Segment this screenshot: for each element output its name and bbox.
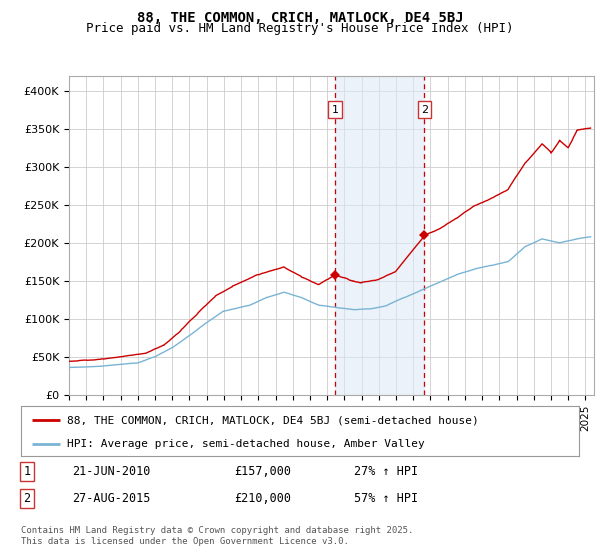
Text: Price paid vs. HM Land Registry's House Price Index (HPI): Price paid vs. HM Land Registry's House … bbox=[86, 22, 514, 35]
Text: HPI: Average price, semi-detached house, Amber Valley: HPI: Average price, semi-detached house,… bbox=[67, 439, 425, 449]
Text: 2: 2 bbox=[23, 492, 31, 505]
Text: 88, THE COMMON, CRICH, MATLOCK, DE4 5BJ: 88, THE COMMON, CRICH, MATLOCK, DE4 5BJ bbox=[137, 11, 463, 25]
Text: 2: 2 bbox=[421, 105, 428, 115]
Text: 57% ↑ HPI: 57% ↑ HPI bbox=[354, 492, 418, 505]
Text: £210,000: £210,000 bbox=[234, 492, 291, 505]
Text: 27-AUG-2015: 27-AUG-2015 bbox=[72, 492, 151, 505]
Text: Contains HM Land Registry data © Crown copyright and database right 2025.
This d: Contains HM Land Registry data © Crown c… bbox=[21, 526, 413, 546]
Text: 88, THE COMMON, CRICH, MATLOCK, DE4 5BJ (semi-detached house): 88, THE COMMON, CRICH, MATLOCK, DE4 5BJ … bbox=[67, 415, 479, 425]
Text: £157,000: £157,000 bbox=[234, 465, 291, 478]
Text: 1: 1 bbox=[23, 465, 31, 478]
Text: 1: 1 bbox=[332, 105, 339, 115]
Text: 27% ↑ HPI: 27% ↑ HPI bbox=[354, 465, 418, 478]
Text: 21-JUN-2010: 21-JUN-2010 bbox=[72, 465, 151, 478]
Bar bbox=[335, 76, 424, 395]
